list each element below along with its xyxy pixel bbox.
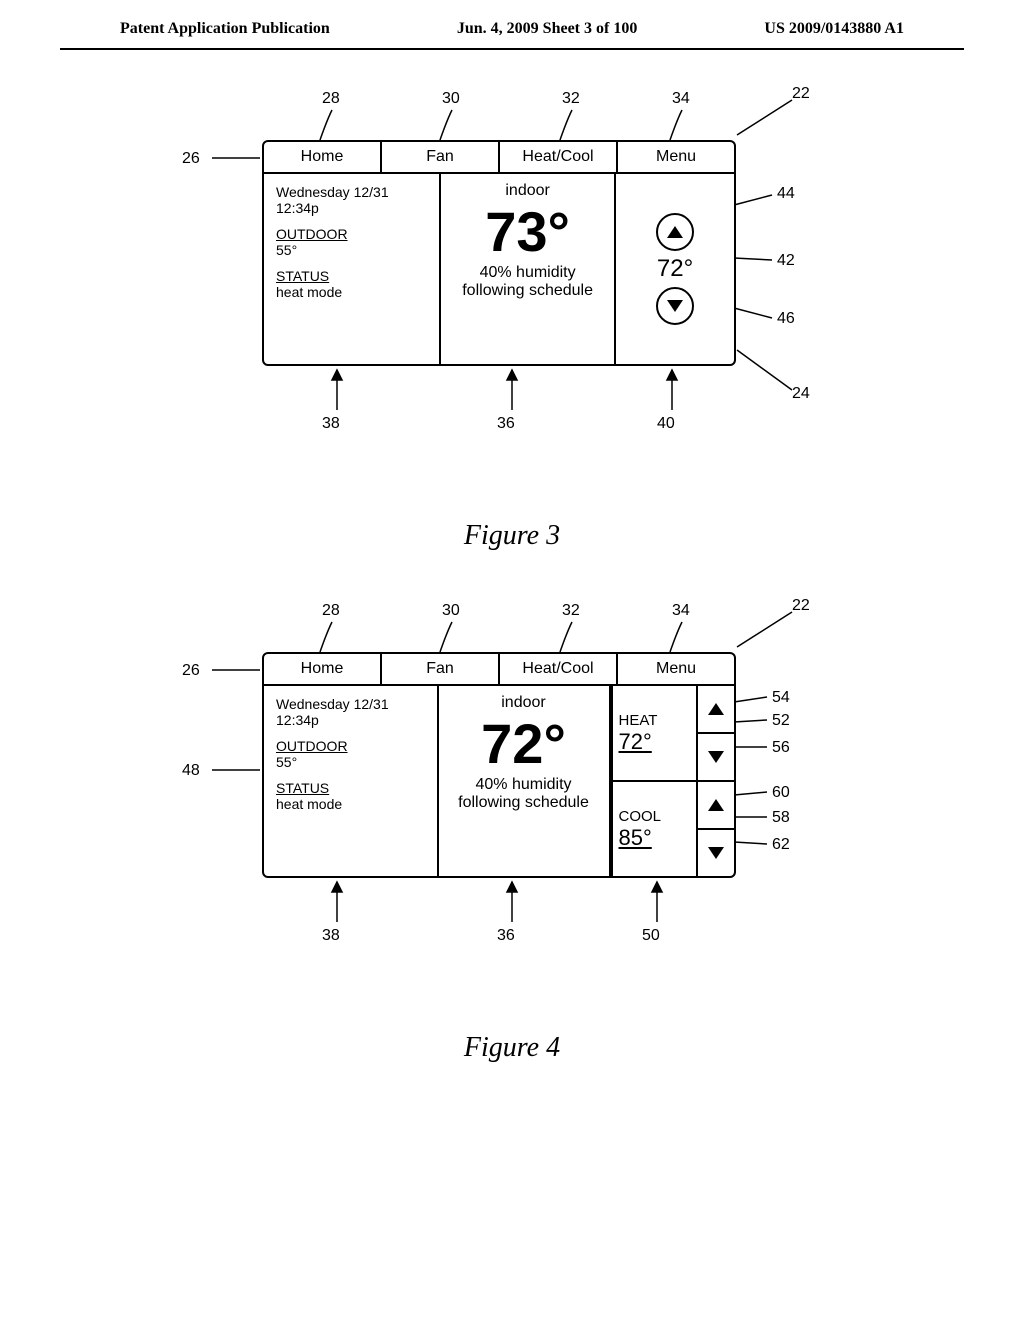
patent-page: Patent Application Publication Jun. 4, 2… [0, 0, 1024, 1064]
ref-34: 34 [672, 602, 690, 620]
heat-value: 72° [619, 729, 652, 755]
tab-fan[interactable]: Fan [382, 654, 500, 686]
ref-36: 36 [497, 415, 515, 433]
tab-row: Home Fan Heat/Cool Menu [264, 142, 734, 174]
date-text: Wednesday 12/31 [276, 184, 427, 200]
figure-4: 28 30 32 34 22 26 48 54 52 56 60 58 62 3… [152, 592, 872, 1012]
body-fig4: Wednesday 12/31 12:34p OUTDOOR 55° STATU… [264, 686, 734, 876]
ref-38: 38 [322, 415, 340, 433]
triangle-up-icon [708, 799, 724, 811]
ref-38: 38 [322, 927, 340, 945]
tab-heatcool[interactable]: Heat/Cool [500, 142, 618, 174]
triangle-down-icon [708, 847, 724, 859]
ref-28: 28 [322, 90, 340, 108]
indoor-temp: 72° [443, 716, 605, 772]
ref-56: 56 [772, 739, 790, 757]
indoor-panel: indoor 73° 40% humidity following schedu… [439, 174, 616, 364]
setpoint-value: 72° [657, 255, 693, 283]
tab-heatcool[interactable]: Heat/Cool [500, 654, 618, 686]
cool-down-button[interactable] [698, 830, 734, 876]
ref-40: 40 [657, 415, 675, 433]
time-text: 12:34p [276, 712, 425, 728]
figure4-caption: Figure 4 [0, 1032, 1024, 1064]
heat-down-button[interactable] [698, 734, 734, 780]
ref-34: 34 [672, 90, 690, 108]
info-panel: Wednesday 12/31 12:34p OUTDOOR 55° STATU… [264, 686, 437, 876]
tab-menu[interactable]: Menu [618, 654, 734, 686]
indoor-temp: 73° [445, 204, 610, 260]
tab-home[interactable]: Home [264, 654, 382, 686]
ref-52: 52 [772, 712, 790, 730]
ref-44: 44 [777, 185, 795, 203]
dual-setpoint-panel: HEAT 72° COOL 85° [611, 686, 735, 876]
tab-menu[interactable]: Menu [618, 142, 734, 174]
ref-48: 48 [182, 762, 200, 780]
cool-value: 85° [619, 825, 652, 851]
header-rule [60, 48, 964, 50]
header-left: Patent Application Publication [120, 20, 330, 38]
info-panel: Wednesday 12/31 12:34p OUTDOOR 55° STATU… [264, 174, 439, 364]
ref-26: 26 [182, 662, 200, 680]
outdoor-label: OUTDOOR [276, 226, 427, 242]
time-text: 12:34p [276, 200, 427, 216]
ref-24: 24 [792, 385, 810, 403]
outdoor-value: 55° [276, 754, 425, 770]
tab-home[interactable]: Home [264, 142, 382, 174]
cool-setpoint: COOL 85° [613, 782, 735, 876]
ref-58: 58 [772, 809, 790, 827]
triangle-up-icon [708, 703, 724, 715]
ref-62: 62 [772, 836, 790, 854]
ref-30: 30 [442, 602, 460, 620]
page-header: Patent Application Publication Jun. 4, 2… [0, 0, 1024, 48]
ref-22: 22 [792, 597, 810, 615]
header-right: US 2009/0143880 A1 [764, 20, 904, 38]
status-value: heat mode [276, 796, 425, 812]
setpoint-panel: 72° [616, 174, 734, 364]
ref-42: 42 [777, 252, 795, 270]
chevron-up-icon [667, 226, 683, 238]
ref-30: 30 [442, 90, 460, 108]
ref-32: 32 [562, 90, 580, 108]
ref-50: 50 [642, 927, 660, 945]
temp-up-button[interactable] [656, 213, 694, 251]
ref-36: 36 [497, 927, 515, 945]
ref-60: 60 [772, 784, 790, 802]
date-text: Wednesday 12/31 [276, 696, 425, 712]
heat-label: HEAT [619, 712, 658, 729]
cool-label: COOL [619, 808, 662, 825]
figure3-caption: Figure 3 [0, 520, 1024, 552]
tab-fan[interactable]: Fan [382, 142, 500, 174]
ref-54: 54 [772, 689, 790, 707]
thermostat-fig4: Home Fan Heat/Cool Menu Wednesday 12/31 … [262, 652, 736, 878]
ref-32: 32 [562, 602, 580, 620]
triangle-down-icon [708, 751, 724, 763]
cool-up-button[interactable] [698, 782, 734, 830]
body-fig3: Wednesday 12/31 12:34p OUTDOOR 55° STATU… [264, 174, 734, 364]
figure-3: 28 30 32 34 22 26 44 42 46 24 38 36 40 H… [152, 80, 872, 500]
schedule-text: following schedule [445, 282, 610, 300]
heat-setpoint: HEAT 72° [613, 686, 735, 782]
indoor-label: indoor [445, 182, 610, 200]
ref-46: 46 [777, 310, 795, 328]
schedule-text: following schedule [443, 794, 605, 812]
thermostat-fig3: Home Fan Heat/Cool Menu Wednesday 12/31 … [262, 140, 736, 366]
ref-22: 22 [792, 85, 810, 103]
header-mid: Jun. 4, 2009 Sheet 3 of 100 [457, 20, 637, 38]
outdoor-label: OUTDOOR [276, 738, 425, 754]
ref-26: 26 [182, 150, 200, 168]
humidity-text: 40% humidity [443, 776, 605, 794]
temp-down-button[interactable] [656, 287, 694, 325]
status-label: STATUS [276, 268, 427, 284]
indoor-panel: indoor 72° 40% humidity following schedu… [437, 686, 611, 876]
outdoor-value: 55° [276, 242, 427, 258]
status-label: STATUS [276, 780, 425, 796]
humidity-text: 40% humidity [445, 264, 610, 282]
ref-28: 28 [322, 602, 340, 620]
chevron-down-icon [667, 300, 683, 312]
heat-up-button[interactable] [698, 686, 734, 734]
indoor-label: indoor [443, 694, 605, 712]
status-value: heat mode [276, 284, 427, 300]
tab-row: Home Fan Heat/Cool Menu [264, 654, 734, 686]
